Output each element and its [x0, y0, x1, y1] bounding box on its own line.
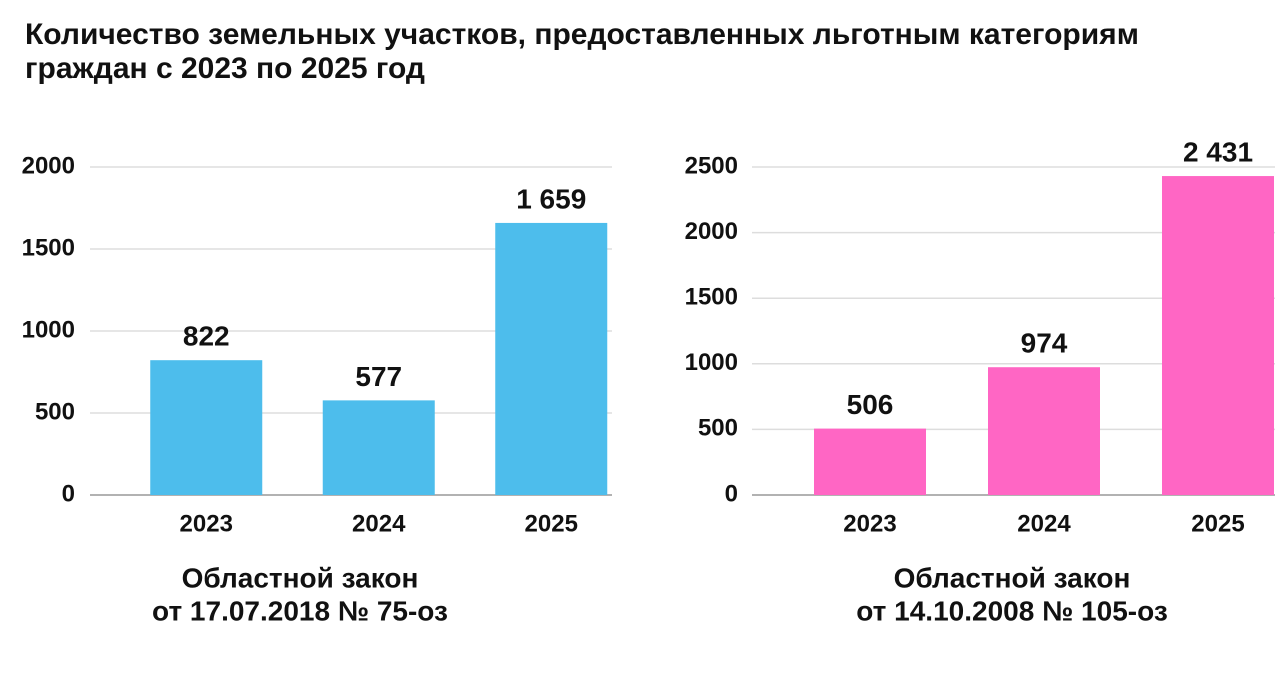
y-tick-label: 2500 [685, 152, 738, 179]
bar [150, 360, 263, 495]
chart-caption: от 17.07.2018 № 75-оз [152, 595, 448, 626]
x-tick-label: 2024 [352, 510, 406, 537]
bar [495, 222, 608, 495]
x-tick-label: 2025 [1191, 510, 1244, 537]
value-label: 822 [183, 321, 230, 352]
value-label: 506 [847, 389, 894, 420]
chart-caption: Областной закон [894, 562, 1131, 593]
y-tick-label: 1000 [22, 316, 75, 343]
page-title: Количество земельных участков, предостав… [25, 18, 1139, 85]
x-tick-label: 2024 [1017, 510, 1071, 537]
y-tick-label: 2000 [685, 218, 738, 245]
value-label: 577 [355, 361, 402, 392]
y-tick-label: 0 [62, 480, 75, 507]
y-tick-label: 1500 [685, 284, 738, 311]
value-label: 974 [1021, 328, 1068, 359]
y-tick-label: 500 [35, 398, 75, 425]
chart-caption: от 14.10.2008 № 105-оз [856, 595, 1168, 626]
bar [814, 428, 926, 495]
x-tick-label: 2023 [180, 510, 233, 537]
bar [322, 400, 435, 495]
bar [1162, 176, 1274, 495]
x-tick-label: 2023 [843, 510, 896, 537]
y-tick-label: 1000 [685, 349, 738, 376]
y-tick-label: 0 [725, 480, 738, 507]
y-tick-label: 1500 [22, 234, 75, 261]
y-tick-label: 500 [698, 415, 738, 442]
y-tick-label: 2000 [22, 152, 75, 179]
chart-caption: Областной закон [182, 562, 419, 593]
x-tick-label: 2025 [525, 510, 578, 537]
bar [988, 367, 1100, 495]
value-label: 1 659 [516, 183, 586, 214]
value-label: 2 431 [1183, 136, 1253, 167]
